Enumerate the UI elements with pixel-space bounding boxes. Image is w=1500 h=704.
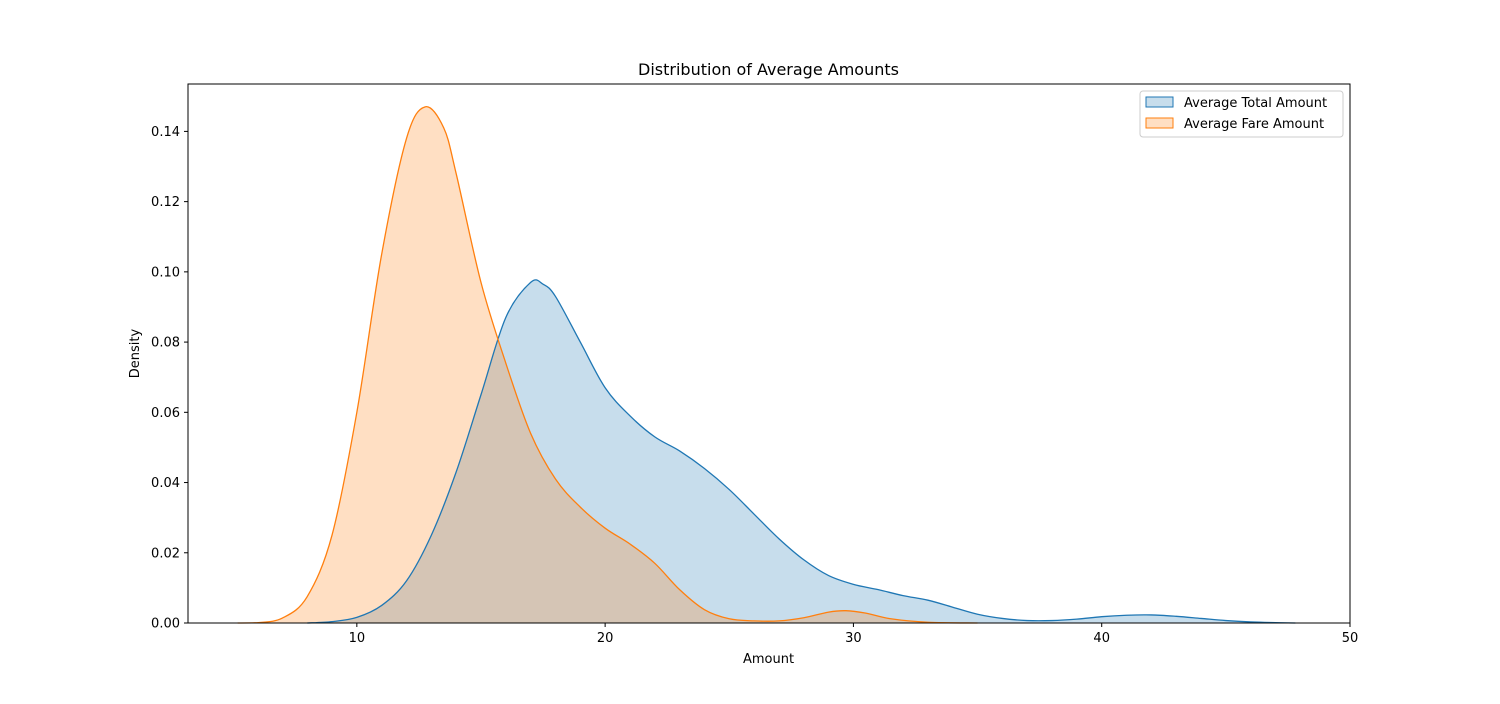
x-tick-label: 20 (597, 631, 614, 646)
x-tick-label: 30 (845, 631, 862, 646)
legend: Average Total Amount Average Fare Amount (1139, 90, 1344, 138)
legend-label-total: Average Total Amount (1184, 96, 1327, 111)
density-area-1 (237, 106, 978, 624)
y-tick-label: 0.14 (151, 125, 180, 140)
x-tick-label: 10 (349, 631, 366, 646)
density-line-1 (237, 106, 978, 624)
series-lines (237, 106, 1296, 624)
legend-swatch-total (1145, 96, 1174, 108)
y-tick-label: 0.06 (151, 406, 180, 421)
legend-swatch-fare (1145, 117, 1174, 129)
legend-label-fare: Average Fare Amount (1184, 117, 1324, 132)
y-axis-label: Density (128, 328, 143, 378)
series-fills (237, 106, 1296, 624)
legend-box (1139, 90, 1344, 138)
plot-frame (187, 83, 1351, 624)
density-line-0 (307, 279, 1296, 624)
chart-title: Distribution of Average Amounts (638, 60, 899, 79)
density-area-0 (307, 279, 1296, 623)
y-tick-label: 0.04 (151, 476, 180, 491)
x-axis-label: Amount (743, 652, 794, 667)
series-layer (237, 106, 1296, 624)
y-tick-label: 0.08 (151, 336, 180, 351)
x-tick-label: 50 (1342, 631, 1359, 646)
legend-item-total: Average Total Amount (1145, 96, 1327, 111)
x-tick-label: 40 (1093, 631, 1110, 646)
legend-item-fare: Average Fare Amount (1145, 117, 1324, 132)
x-axis: 10 20 30 40 50 (349, 623, 1359, 646)
y-tick-label: 0.02 (151, 546, 180, 561)
y-tick-label: 0.00 (151, 617, 180, 632)
y-tick-label: 0.10 (151, 265, 180, 280)
y-tick-label: 0.12 (151, 195, 180, 210)
y-axis: 0.00 0.02 0.04 0.06 0.08 0.10 0.12 0.14 (151, 125, 188, 632)
